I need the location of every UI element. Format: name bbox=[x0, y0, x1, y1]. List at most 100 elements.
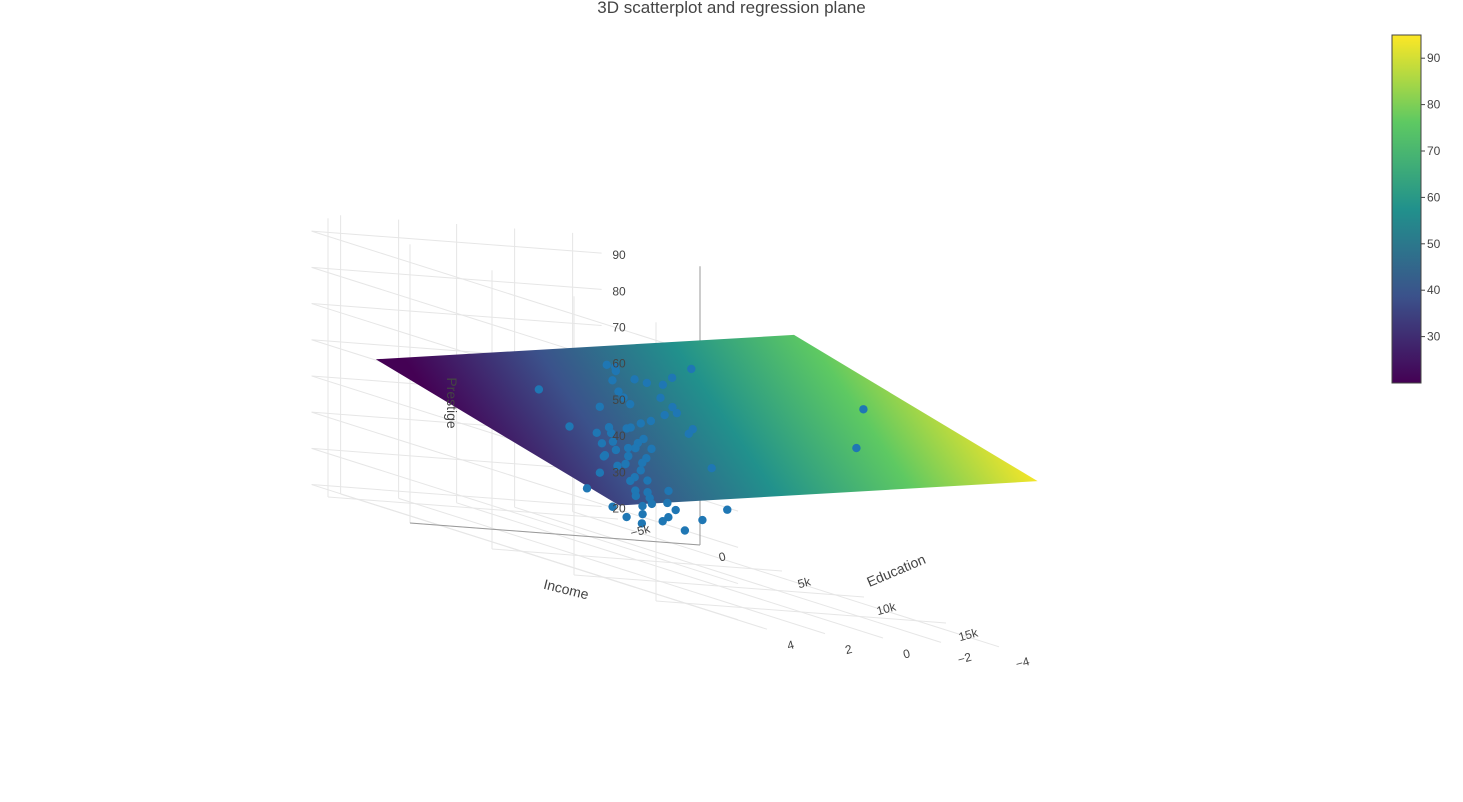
x-tick-label: −5k bbox=[629, 521, 653, 540]
x-tick-label: 0 bbox=[717, 549, 727, 564]
plane-layer bbox=[375, 334, 1038, 506]
scatter-point bbox=[638, 458, 647, 467]
scatter-point bbox=[606, 428, 616, 438]
scatter-point bbox=[622, 512, 631, 522]
scatter-point bbox=[592, 428, 601, 437]
axis-ticks: −5k 0 5k 10k 15k −4 −2 0 2 4 20 30 40 50 60 70 80 90 bbox=[612, 248, 1031, 671]
scatter-point bbox=[852, 443, 861, 453]
scatter-point bbox=[680, 526, 690, 535]
y-tick-label: 4 bbox=[786, 637, 796, 652]
z-tick-label: 90 bbox=[612, 248, 626, 262]
colorbar-tick-label: 70 bbox=[1427, 144, 1441, 158]
scatter-point bbox=[643, 476, 652, 485]
scatter-point bbox=[671, 505, 680, 515]
scatter-point bbox=[636, 466, 645, 475]
scatter-point bbox=[602, 360, 611, 370]
x-tick-label: 15k bbox=[957, 625, 980, 644]
scatter-point bbox=[723, 505, 732, 514]
scatter-point bbox=[534, 385, 544, 394]
scatter-point bbox=[565, 422, 574, 431]
scatter-point bbox=[611, 445, 621, 455]
y-tick-label: −4 bbox=[1014, 654, 1031, 671]
scatter-point bbox=[623, 443, 633, 453]
z-tick-label: 40 bbox=[612, 429, 626, 443]
colorbar-tick-label: 50 bbox=[1427, 237, 1441, 251]
scatter-point bbox=[647, 444, 656, 454]
scatter-point bbox=[614, 387, 623, 396]
colorbar-tick-label: 60 bbox=[1427, 190, 1441, 204]
scatter-point bbox=[642, 378, 652, 388]
scatter-points bbox=[534, 360, 868, 535]
y-tick-label: −2 bbox=[956, 650, 973, 667]
z-tick-label: 70 bbox=[612, 321, 626, 335]
colorbar: 30 40 50 60 70 80 90 bbox=[1391, 34, 1441, 384]
z-axis-title: Prestige bbox=[444, 377, 460, 429]
scatter-point bbox=[631, 443, 640, 453]
gridline bbox=[340, 493, 768, 630]
z-tick-label: 50 bbox=[612, 393, 626, 407]
scatter-point bbox=[658, 517, 667, 526]
colorbar-tick-label: 40 bbox=[1427, 283, 1441, 297]
scatter-point bbox=[599, 452, 608, 461]
y-axis-title: Education bbox=[864, 551, 928, 590]
colorbar-ticks: 30 40 50 60 70 80 90 bbox=[1421, 51, 1441, 344]
scatter-point bbox=[684, 429, 693, 439]
gridline bbox=[398, 497, 826, 635]
scatter-point bbox=[597, 439, 607, 448]
regression-plane bbox=[375, 334, 1038, 506]
scatter-point bbox=[630, 375, 639, 384]
gridline bbox=[311, 447, 739, 585]
colorbar-tick-label: 30 bbox=[1427, 330, 1441, 344]
chart-title: 3D scatterplot and regression plane bbox=[597, 0, 866, 17]
scatter-point bbox=[631, 491, 641, 501]
scatter-point bbox=[595, 402, 604, 411]
scene-3d[interactable]: −5k 0 5k 10k 15k −4 −2 0 2 4 20 30 40 50 60 70 80 90 Inco… bbox=[311, 215, 1038, 671]
scatter-point bbox=[624, 451, 633, 461]
scatter-point bbox=[626, 476, 635, 486]
gridline bbox=[456, 502, 884, 639]
x-tick-label: 5k bbox=[796, 574, 813, 591]
scatter-point bbox=[637, 519, 647, 528]
scatter-point bbox=[582, 484, 592, 493]
scatter-point bbox=[636, 419, 645, 428]
scatter-point bbox=[626, 399, 635, 409]
colorbar-bar bbox=[1391, 34, 1422, 384]
gridline bbox=[311, 411, 739, 548]
scatter-point bbox=[859, 405, 868, 414]
z-tick-label: 30 bbox=[612, 465, 626, 479]
scatter-point bbox=[647, 499, 657, 509]
scatter-point bbox=[638, 509, 647, 519]
gridline bbox=[514, 506, 942, 643]
scatter-point bbox=[687, 364, 696, 374]
scatter-point bbox=[613, 461, 622, 471]
z-tick-label: 60 bbox=[612, 357, 626, 371]
scatter-point bbox=[608, 437, 618, 446]
scatter-point bbox=[668, 402, 677, 412]
gridline bbox=[572, 511, 1000, 648]
colorbar-tick-label: 80 bbox=[1427, 98, 1441, 112]
scatter-point bbox=[608, 502, 617, 511]
z-tick-label: 80 bbox=[612, 284, 626, 298]
scatter-point bbox=[660, 410, 669, 420]
y-tick-label: 2 bbox=[844, 642, 854, 657]
z-tick-label: 20 bbox=[612, 502, 626, 516]
scatter-point bbox=[656, 393, 665, 403]
scatter-point bbox=[663, 498, 672, 508]
scatter-point bbox=[619, 393, 628, 402]
scatter-point bbox=[646, 416, 656, 426]
scatter-point bbox=[672, 408, 682, 418]
x-axis-title: Income bbox=[542, 576, 591, 603]
y-tick-label: 0 bbox=[902, 646, 912, 661]
scatter-point bbox=[621, 459, 630, 469]
scatter-point bbox=[664, 486, 673, 496]
zero-line bbox=[409, 522, 701, 546]
scatter-point bbox=[667, 373, 677, 382]
scatter-point bbox=[638, 501, 647, 511]
scatter-point bbox=[608, 376, 617, 385]
scatter-point bbox=[707, 464, 716, 473]
scatter-point bbox=[611, 366, 621, 376]
scatter-point bbox=[698, 515, 707, 525]
colorbar-tick-label: 90 bbox=[1427, 51, 1441, 65]
scatter-point bbox=[622, 424, 631, 433]
